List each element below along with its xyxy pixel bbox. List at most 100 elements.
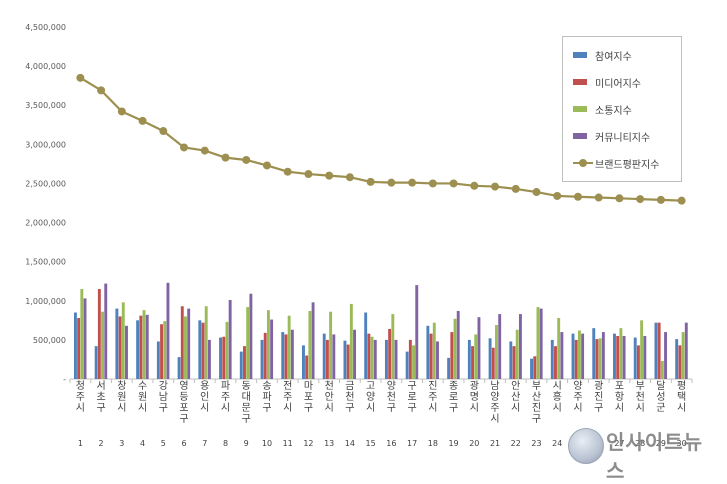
bar-4 xyxy=(498,314,502,379)
bar-4 xyxy=(415,285,419,379)
bar-2 xyxy=(491,347,495,379)
bar-3 xyxy=(557,317,561,379)
bar-1 xyxy=(550,339,554,379)
bar-2 xyxy=(243,346,246,379)
brand-index-point xyxy=(117,107,126,116)
bar-2 xyxy=(616,335,620,379)
watermark-text: 인사이트뉴스 xyxy=(606,430,703,483)
bar-2 xyxy=(429,333,433,379)
bar-1 xyxy=(654,322,658,379)
bar-4 xyxy=(290,329,294,379)
bar-1 xyxy=(115,308,119,379)
bar-1 xyxy=(281,332,285,379)
bar-2 xyxy=(201,322,205,379)
bar-2 xyxy=(284,334,288,379)
brand-index-point xyxy=(366,177,375,186)
legend-dot-marker xyxy=(579,159,587,167)
bar-1 xyxy=(302,345,305,379)
brand-index-point xyxy=(677,196,686,205)
bar-2 xyxy=(139,315,143,379)
brand-index-point xyxy=(200,146,209,155)
brand-index-point xyxy=(325,171,334,180)
bar-1 xyxy=(509,341,513,379)
brand-index-point xyxy=(408,178,417,187)
y-tick-label: 4,000,000 xyxy=(25,62,66,71)
brand-index-point xyxy=(573,192,582,201)
bar-2 xyxy=(554,346,557,379)
x-rank-label: 24 xyxy=(552,439,562,448)
watermark-emblem-icon xyxy=(568,428,604,464)
x-rank-label: 16 xyxy=(386,439,396,448)
y-tick-label: 3,000,000 xyxy=(25,140,66,149)
legend-swatch xyxy=(573,52,587,58)
bar-1 xyxy=(467,339,471,379)
bar-4 xyxy=(684,322,688,379)
x-rank-label: 20 xyxy=(469,439,479,448)
bar-3 xyxy=(142,310,146,379)
x-rank-label: 27 xyxy=(614,439,624,448)
bar-3 xyxy=(246,307,250,379)
bar-4 xyxy=(125,325,128,379)
bar-2 xyxy=(263,332,267,379)
bar-3 xyxy=(204,306,208,379)
bar-4 xyxy=(436,341,439,379)
legend-label: 미디어지수 xyxy=(595,79,641,90)
bar-1 xyxy=(571,333,575,379)
brand-index-point xyxy=(304,170,313,179)
bar-3 xyxy=(266,310,270,379)
bar-4 xyxy=(104,283,108,379)
bar-2 xyxy=(325,339,329,379)
bar-3 xyxy=(681,332,685,379)
bar-4 xyxy=(601,332,605,379)
bar-4 xyxy=(394,339,398,379)
bar-1 xyxy=(633,337,637,379)
bar-2 xyxy=(180,306,184,379)
bar-1 xyxy=(447,357,451,379)
brand-index-point xyxy=(262,161,271,170)
bar-4 xyxy=(311,302,315,379)
legend-swatch xyxy=(573,79,587,85)
bar-2 xyxy=(533,356,537,379)
y-tick-label: 500,000 xyxy=(33,336,66,345)
brand-index-point xyxy=(553,191,562,200)
bar-4 xyxy=(332,334,336,379)
bar-1 xyxy=(613,333,616,379)
x-rank-label: 6 xyxy=(181,439,186,448)
x-rank-label: 19 xyxy=(448,439,458,448)
bar-3 xyxy=(453,318,457,379)
brand-index-point xyxy=(97,86,106,95)
brand-index-point xyxy=(491,182,500,191)
bar-2 xyxy=(450,332,454,379)
x-rank-label: 17 xyxy=(407,439,417,448)
brand-index-point xyxy=(387,178,396,187)
brand-index-point xyxy=(470,181,479,190)
bar-4 xyxy=(353,329,356,379)
bar-3 xyxy=(495,325,498,379)
legend-label: 브랜드평판지수 xyxy=(595,160,660,171)
bar-1 xyxy=(488,338,492,379)
bar-2 xyxy=(160,324,163,379)
bar-3 xyxy=(536,307,540,379)
brand-index-point xyxy=(76,73,85,82)
x-rank-label: 15 xyxy=(366,439,376,448)
bar-3 xyxy=(577,330,581,379)
bar-4 xyxy=(249,293,253,379)
x-rank-label: 23 xyxy=(531,439,541,448)
brand-index-point xyxy=(345,173,354,182)
brand-index-point xyxy=(594,193,603,202)
bar-4 xyxy=(581,333,585,379)
bar-3 xyxy=(370,336,374,379)
legend-swatch xyxy=(573,106,587,112)
bar-1 xyxy=(675,339,679,379)
y-tick-label: 4,500,000 xyxy=(25,23,66,32)
